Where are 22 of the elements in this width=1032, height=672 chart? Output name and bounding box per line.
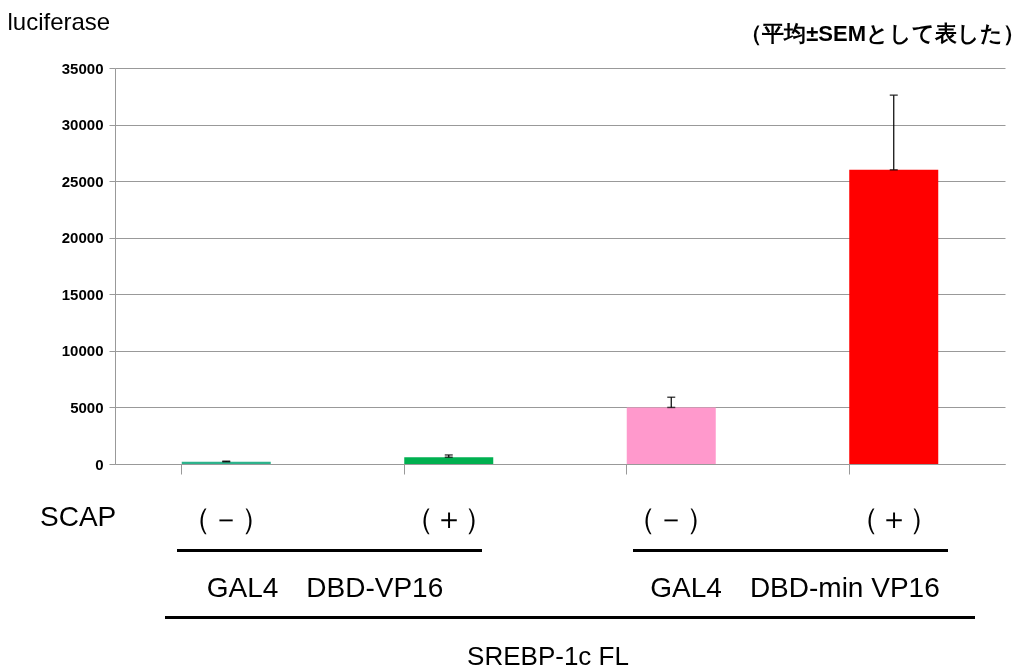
y-tick-label: 0 xyxy=(95,455,104,473)
text: SCAP xyxy=(40,501,117,532)
text: SREBP-1c FL xyxy=(467,641,629,671)
bar xyxy=(181,461,271,464)
text: GAL4 DBD-min VP16 xyxy=(650,572,940,603)
y-tick-label: 15000 xyxy=(61,285,104,303)
text: GAL4 DBD-VP16 xyxy=(206,572,444,603)
y-tick-label: 5000 xyxy=(70,398,104,416)
x-tick-label: （＋） xyxy=(403,501,494,535)
y-tick-label: 30000 xyxy=(61,116,104,134)
bar xyxy=(626,407,716,464)
y-tick-label: 25000 xyxy=(61,172,104,190)
y-tick-label: 10000 xyxy=(61,342,104,360)
x-tick-label: （－） xyxy=(181,501,272,535)
x-tick-label: （－） xyxy=(626,501,717,535)
text: （平均±SEMとして表した） xyxy=(740,21,1025,46)
bar xyxy=(849,169,939,464)
y-tick-label: 35000 xyxy=(61,59,104,77)
bar xyxy=(404,457,494,464)
y-tick-label: 20000 xyxy=(61,229,104,247)
y-axis-title: luciferase xyxy=(7,7,111,35)
x-tick-label: （＋） xyxy=(848,501,939,535)
